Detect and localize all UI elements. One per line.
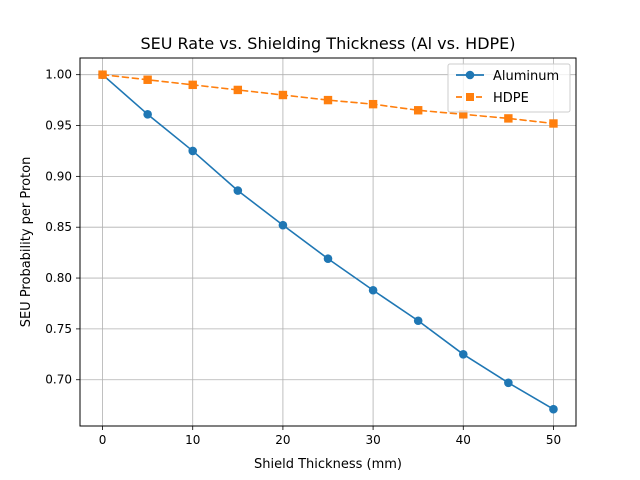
legend-label-hdpe: HDPE (493, 91, 529, 106)
data-point-hdpe (549, 119, 558, 128)
x-tick-label: 0 (99, 433, 107, 447)
data-point-aluminum (233, 186, 243, 195)
data-point-aluminum (368, 285, 378, 295)
y-tick-label: 0.80 (45, 271, 72, 285)
data-point-aluminum (143, 110, 152, 119)
series-layer (98, 70, 558, 414)
data-point-aluminum (278, 220, 288, 230)
y-tick-label: 1.00 (45, 68, 72, 82)
data-point-hdpe (368, 99, 378, 109)
y-tick-label: 0.75 (45, 322, 72, 336)
chart-title: SEU Rate vs. Shielding Thickness (Al vs.… (140, 34, 515, 53)
data-point-aluminum (549, 404, 558, 414)
x-axis-label: Shield Thickness (mm) (254, 457, 402, 472)
x-tick-label: 20 (275, 433, 290, 447)
data-point-aluminum (504, 378, 513, 388)
x-tick-label: 40 (456, 433, 471, 447)
y-axis-label: SEU Probability per Proton (19, 157, 34, 328)
data-point-aluminum (413, 316, 423, 326)
legend-label-aluminum: Aluminum (493, 69, 559, 84)
legend-box (447, 63, 571, 113)
data-point-hdpe (413, 106, 423, 115)
data-point-hdpe (98, 70, 107, 79)
series-line-hdpe (101, 73, 555, 125)
x-tick-label: 10 (185, 433, 200, 447)
data-point-hdpe (143, 75, 152, 84)
x-tick-label: 30 (365, 433, 380, 447)
data-point-hdpe (233, 85, 243, 95)
legend-marker-aluminum (465, 70, 475, 80)
y-tick-label: 0.70 (45, 373, 72, 387)
data-point-aluminum (458, 350, 468, 359)
plot-frame (79, 57, 577, 427)
data-point-hdpe (323, 95, 333, 105)
y-tick-label: 0.95 (45, 119, 72, 133)
x-tick-label: 50 (546, 433, 561, 447)
series-hdpe (98, 70, 558, 128)
legend: Aluminum HDPE (447, 63, 571, 113)
y-tick-label: 0.85 (45, 220, 72, 234)
legend-marker-hdpe (466, 93, 474, 101)
data-point-hdpe (504, 114, 513, 123)
data-point-aluminum (323, 254, 333, 264)
data-point-hdpe (188, 80, 197, 90)
data-point-aluminum (188, 146, 198, 156)
x-axis: 0 10 20 30 40 50 (99, 426, 561, 447)
data-point-hdpe (459, 110, 468, 119)
data-point-hdpe (278, 90, 288, 100)
y-tick-label: 0.90 (45, 169, 72, 183)
grid-lines (80, 58, 576, 426)
y-axis: 0.70 0.75 0.80 0.85 0.90 0.95 1.00 (45, 68, 80, 387)
